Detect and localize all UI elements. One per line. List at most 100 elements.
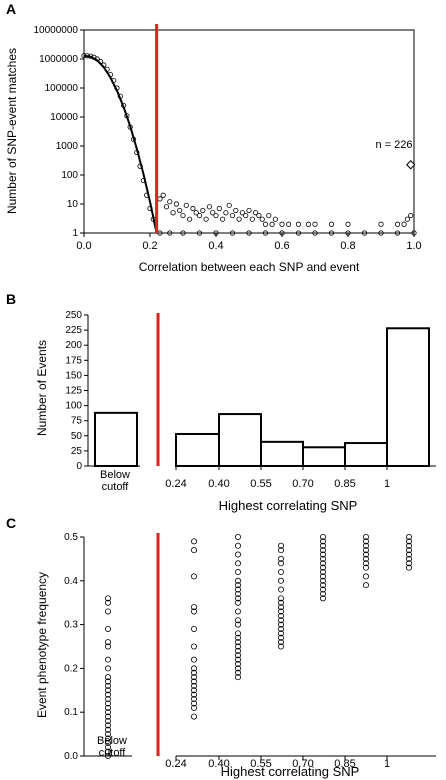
- panel-a-y-tick-label: 1000: [56, 141, 79, 152]
- panel-c-point: [105, 726, 112, 733]
- panel-c-below-label-line2: cutoff: [99, 747, 127, 759]
- panel-c-point: [319, 590, 326, 597]
- panel-a-point: [408, 212, 414, 219]
- panel-c-letter: C: [6, 515, 16, 531]
- panel-a-point: [206, 204, 212, 210]
- panel-b-y-label: Number of Events: [35, 340, 49, 436]
- panel-c-point: [362, 534, 369, 541]
- panel-c-x-tick-label: 0.40: [208, 758, 229, 770]
- panel-c-point: [405, 547, 412, 554]
- panel-a-point: [312, 230, 318, 236]
- panel-a-x-ticks: 0.0 0.2 0.4 0.6 0.8 1.0: [76, 233, 422, 252]
- panel-c-point: [405, 551, 412, 558]
- panel-b-y-tick-label: 250: [65, 310, 82, 321]
- panel-c-point: [319, 534, 326, 541]
- panel-c-point: [234, 534, 241, 541]
- panel-a-y-tick-label: 10: [67, 199, 79, 210]
- panel-a-point: [223, 210, 229, 216]
- panel-c-point: [319, 538, 326, 545]
- panel-c-point: [362, 555, 369, 562]
- panel-c-point: [277, 639, 284, 646]
- panel-a-point: [213, 212, 219, 219]
- panel-a: A 1 10 100 1000 10000 100000 1000000 10000000 0…: [5, 1, 422, 274]
- panel-b-bar: [344, 442, 388, 468]
- panel-a-point: [210, 210, 216, 216]
- panel-c-point: [105, 713, 112, 720]
- panel-c-point: [277, 630, 284, 637]
- panel-a-point: [272, 216, 278, 222]
- panel-a-point: [259, 216, 265, 222]
- panel-c-point: [277, 586, 284, 593]
- panel-c-point: [105, 731, 112, 738]
- panel-b-bar-below-cutoff: [94, 411, 138, 467]
- panel-a-point: [203, 216, 209, 222]
- panel-a-point: [249, 216, 255, 222]
- panel-c-point: [190, 573, 197, 580]
- panel-a-point: [285, 221, 292, 227]
- panel-c-point: [362, 551, 369, 558]
- panel-a-point: [177, 207, 183, 214]
- panel-c-y-ticks: 0.0 0.1 0.2 0.3 0.4 0.5: [64, 532, 84, 762]
- panel-a-y-tick-label: 100: [61, 170, 78, 181]
- panel-a-point: [167, 199, 173, 205]
- panel-c-point: [190, 687, 197, 694]
- panel-a-letter: A: [6, 1, 16, 17]
- panel-a-y-label: Number of SNP-event matches: [5, 48, 19, 214]
- panel-c-y-tick-label: 0.5: [64, 532, 78, 543]
- panel-c-point: [234, 590, 241, 597]
- panel-a-point: [361, 230, 368, 236]
- panel-c-point: [190, 665, 197, 672]
- panel-c-point: [277, 643, 284, 650]
- panel-a-axes-frame: [83, 29, 415, 234]
- panel-c-y-tick-label: 0.2: [64, 663, 78, 674]
- panel-c-point: [362, 538, 369, 545]
- panel-c-point: [190, 704, 197, 711]
- panel-c-point: [190, 669, 197, 676]
- panel-a-point: [246, 230, 252, 236]
- panel-c-point: [362, 573, 369, 580]
- panel-c-point: [234, 661, 241, 668]
- panel-a-point: [401, 221, 407, 227]
- panel-c-point: [319, 551, 326, 558]
- panel-a-y-ticks: 1 10 100 1000 10000 100000 1000000 10000000: [34, 25, 84, 239]
- panel-c-point: [234, 569, 241, 576]
- panel-a-point: [160, 192, 166, 198]
- panel-c-point: [234, 669, 241, 676]
- panel-c-point: [105, 674, 112, 681]
- panel-c: C 0.0 0.1 0.2 0.3 0.4 0.5 0.24 0.40 0.55 0.70 0.8…: [6, 515, 436, 779]
- panel-a-point: [173, 201, 179, 207]
- panel-a-point: [266, 212, 272, 219]
- panel-c-point: [105, 656, 112, 663]
- panel-a-point: [187, 216, 193, 222]
- panel-a-point: [305, 221, 311, 227]
- panel-c-point: [190, 678, 197, 685]
- panel-a-annotation: n = 226: [375, 139, 412, 151]
- panel-b-y-tick-label: 25: [71, 446, 83, 457]
- panel-c-x-tick-label: 0.70: [292, 758, 313, 770]
- panel-b-y-tick-label: 200: [65, 340, 82, 351]
- panel-c-point: [277, 608, 284, 615]
- panel-a-point: [411, 230, 417, 236]
- panel-c-point: [234, 656, 241, 663]
- panel-c-point: [105, 700, 112, 707]
- panel-a-x-tick-label: 0.6: [274, 240, 289, 252]
- panel-a-point: [229, 230, 236, 236]
- panel-c-point: [234, 643, 241, 650]
- panel-c-point: [190, 682, 197, 689]
- panel-b-x-tick-label: 0.24: [165, 478, 186, 490]
- panel-a-point: [404, 216, 410, 222]
- panel-c-point: [277, 555, 284, 562]
- panel-a-x-label: Correlation between each SNP and event: [139, 260, 360, 274]
- panel-b-y-tick-label: 175: [65, 355, 82, 366]
- panel-c-y-tick-label: 0.4: [64, 576, 78, 587]
- panel-b-y-tick-label: 225: [65, 325, 82, 336]
- panel-a-point: [394, 230, 401, 236]
- panel-a-point: [378, 230, 384, 236]
- panel-c-point: [277, 595, 284, 602]
- panel-b-bars: [94, 327, 430, 468]
- panel-c-point: [405, 555, 412, 562]
- panel-c-point: [277, 599, 284, 606]
- panel-c-point: [105, 735, 112, 742]
- panel-b-y-tick-label: 0: [76, 461, 82, 472]
